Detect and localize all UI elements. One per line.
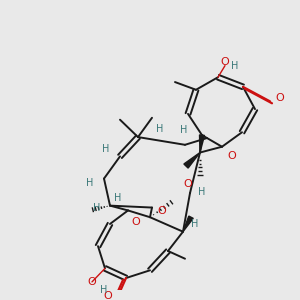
- Text: O: O: [276, 92, 284, 103]
- Text: H: H: [114, 193, 122, 203]
- Text: O: O: [103, 291, 112, 300]
- Text: H: H: [191, 219, 199, 229]
- Text: H: H: [198, 187, 206, 197]
- Text: O: O: [88, 277, 96, 287]
- Polygon shape: [184, 152, 200, 168]
- Text: H: H: [180, 125, 188, 135]
- Polygon shape: [183, 216, 193, 232]
- Text: H: H: [231, 61, 239, 70]
- Text: H: H: [86, 178, 94, 188]
- Text: O: O: [220, 57, 230, 67]
- Text: H: H: [156, 124, 164, 134]
- Text: O: O: [228, 152, 236, 161]
- Text: O: O: [158, 206, 166, 216]
- Text: H: H: [102, 144, 110, 154]
- Text: H: H: [100, 285, 108, 295]
- Polygon shape: [200, 135, 205, 152]
- Text: H: H: [93, 202, 101, 213]
- Text: O: O: [132, 217, 140, 227]
- Text: O: O: [184, 179, 192, 189]
